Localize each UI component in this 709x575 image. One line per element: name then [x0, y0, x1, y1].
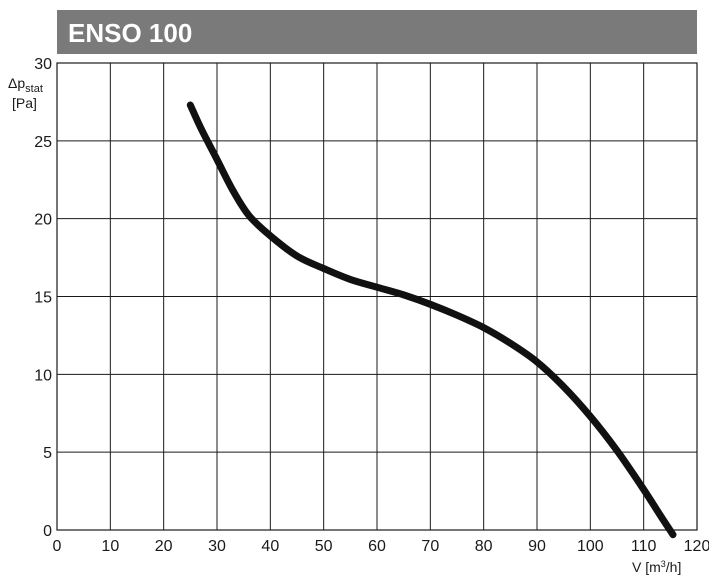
chart-title: ENSO 100: [68, 18, 192, 48]
y-axis-label-sub: stat: [25, 83, 43, 95]
x-tick-label: 0: [53, 538, 62, 555]
y-tick-label: 5: [43, 445, 52, 462]
title-bar: [57, 10, 697, 54]
x-axis-label-sup: 3: [661, 559, 666, 569]
y-tick-label: 20: [34, 212, 52, 229]
series-line: [186, 101, 677, 539]
y-tick-label: 0: [43, 523, 52, 540]
y-tick-label: 10: [34, 367, 52, 384]
y-axis-label: Δpstat: [8, 75, 43, 95]
x-tick-label: 80: [475, 538, 493, 555]
y-tick-labels: 0 5 10 15 20 25 30: [34, 56, 52, 540]
plot-frame: [56, 62, 698, 531]
x-tick-label: 120: [684, 538, 709, 555]
x-tick-label: 100: [577, 538, 604, 555]
x-tick-label: 90: [528, 538, 546, 555]
grid: [56, 62, 698, 531]
x-axis-label: V [m3/h]: [632, 559, 681, 575]
y-axis-unit: [Pa]: [12, 95, 37, 111]
x-tick-label: 50: [315, 538, 333, 555]
x-tick-label: 110: [631, 538, 657, 555]
y-tick-label: 15: [34, 290, 52, 307]
x-tick-label: 30: [208, 538, 226, 555]
x-axis-label-tail: /h]: [666, 559, 682, 575]
x-tick-label: 40: [261, 538, 279, 555]
y-tick-label: 25: [34, 134, 52, 151]
x-tick-labels: 0 10 20 30 40 50 60 70 80 90 100 110 120: [53, 538, 709, 555]
x-tick-label: 20: [155, 538, 173, 555]
x-tick-label: 60: [368, 538, 386, 555]
y-tick-label: 30: [34, 56, 52, 73]
x-tick-label: 10: [101, 538, 119, 555]
x-tick-label: 70: [421, 538, 439, 555]
x-axis-label-main: V [m: [632, 559, 661, 575]
y-axis-label-main: Δp: [8, 75, 25, 91]
